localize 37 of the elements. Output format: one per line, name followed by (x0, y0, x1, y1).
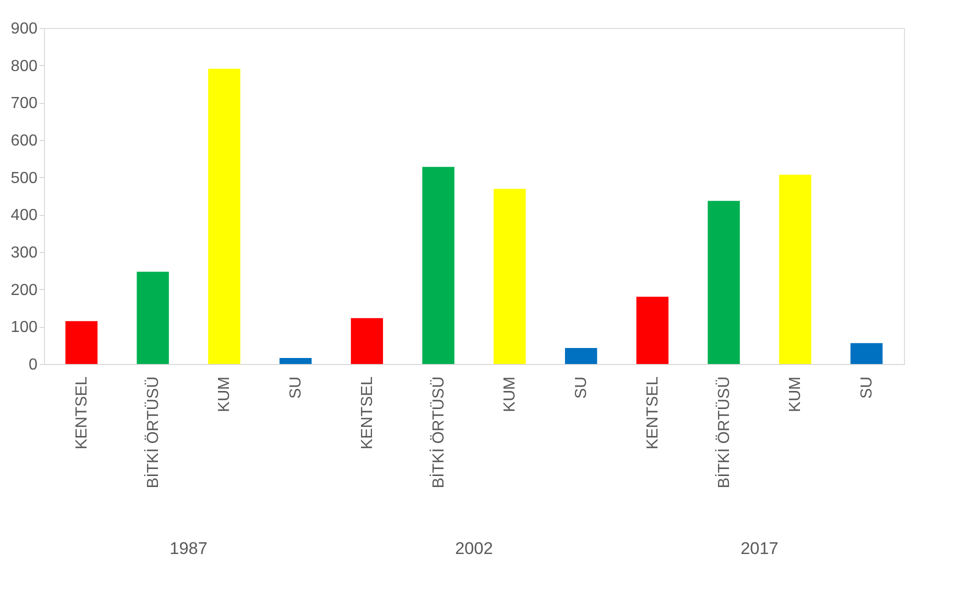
y-tick-label: 0 (28, 356, 38, 374)
y-tick-label: 300 (10, 244, 38, 262)
bar (136, 272, 169, 364)
bar (564, 348, 598, 364)
x-tick-label: BİTKİ ÖRTÜSÜ (714, 376, 733, 488)
bar (422, 166, 454, 364)
bar (65, 321, 98, 364)
x-tick-label: SU (288, 376, 305, 399)
bar (208, 68, 240, 364)
bar (636, 296, 668, 364)
x-tick-label: KUM (787, 376, 804, 412)
x-tick-label: BİTKİ ÖRTÜSÜ (144, 376, 162, 488)
x-tick-label: SU (858, 376, 876, 399)
x-tick-label: KENTSEL (644, 376, 662, 450)
bar (708, 200, 740, 364)
x-tick-label: KENTSEL (73, 376, 90, 450)
y-tick-label: 800 (10, 58, 38, 75)
bar (850, 343, 883, 364)
x-tick-label: KUM (216, 376, 234, 412)
bar (350, 318, 384, 364)
y-tick-label: 500 (10, 170, 38, 187)
text: 2017 (740, 539, 778, 558)
x-tick-label: KUM (502, 376, 519, 412)
y-tick-label: 700 (10, 95, 38, 112)
y-tick-label: 600 (10, 132, 38, 150)
y-tick-label: 900 (10, 20, 38, 38)
bar (779, 174, 812, 364)
y-tick-label: 100 (10, 319, 38, 336)
x-tick-label: SU (573, 376, 590, 399)
text: 2002 (455, 539, 493, 558)
x-tick-label: BİTKİ ÖRTÜSÜ (429, 376, 448, 488)
bar (494, 188, 526, 364)
text: 1987 (170, 539, 208, 558)
y-tick-label: 200 (10, 282, 38, 299)
y-tick-label: 400 (10, 207, 38, 224)
x-tick-label: KENTSEL (358, 376, 376, 450)
bar (280, 358, 312, 364)
